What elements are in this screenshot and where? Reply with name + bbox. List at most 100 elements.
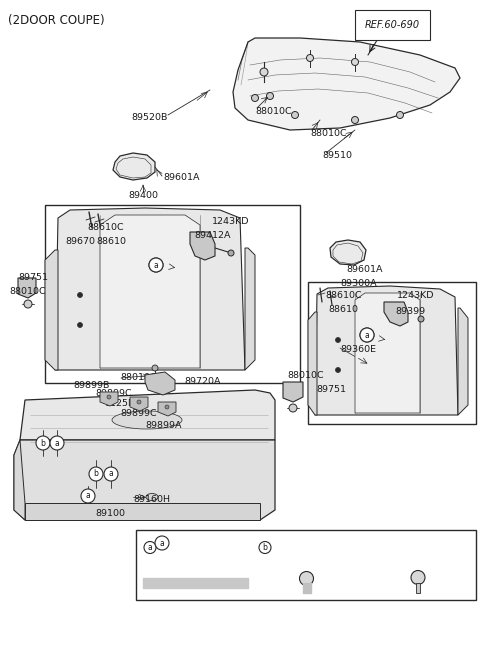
Circle shape xyxy=(104,467,118,481)
Text: 89510: 89510 xyxy=(322,150,352,159)
Bar xyxy=(136,530,476,600)
Circle shape xyxy=(149,258,163,272)
Polygon shape xyxy=(384,302,408,326)
Circle shape xyxy=(107,395,111,399)
Text: 89751: 89751 xyxy=(18,272,48,281)
Polygon shape xyxy=(233,38,460,130)
Circle shape xyxy=(36,436,50,450)
Text: b: b xyxy=(263,543,267,552)
Circle shape xyxy=(77,323,83,327)
Text: 89899A: 89899A xyxy=(145,422,181,430)
Text: 88010C: 88010C xyxy=(310,129,347,138)
Text: a: a xyxy=(148,543,152,552)
Text: a: a xyxy=(154,260,158,270)
Text: 89670: 89670 xyxy=(65,237,95,245)
Circle shape xyxy=(360,328,374,342)
Circle shape xyxy=(260,68,268,76)
Polygon shape xyxy=(20,390,275,440)
Polygon shape xyxy=(14,440,25,520)
Text: 1243KD: 1243KD xyxy=(212,218,250,226)
Text: b: b xyxy=(94,470,98,478)
Text: 89100: 89100 xyxy=(95,510,125,518)
Polygon shape xyxy=(55,208,245,370)
Text: a: a xyxy=(108,470,113,478)
Text: 89720A: 89720A xyxy=(184,377,220,386)
Text: 89400: 89400 xyxy=(128,190,158,199)
Text: REF.60-690: REF.60-690 xyxy=(365,20,420,30)
Circle shape xyxy=(336,367,340,373)
Text: a: a xyxy=(364,331,370,340)
Text: 89399: 89399 xyxy=(395,306,425,316)
Text: 89751: 89751 xyxy=(316,386,346,394)
Text: (2DOOR COUPE): (2DOOR COUPE) xyxy=(8,14,105,27)
Circle shape xyxy=(165,405,169,409)
Polygon shape xyxy=(458,308,468,415)
Text: 85746: 85746 xyxy=(396,543,424,552)
Polygon shape xyxy=(18,278,36,298)
Circle shape xyxy=(152,365,158,371)
Text: 85746: 85746 xyxy=(405,539,435,548)
Text: 88010C: 88010C xyxy=(9,287,46,297)
Circle shape xyxy=(137,400,141,404)
Polygon shape xyxy=(100,392,118,406)
Text: 00824: 00824 xyxy=(170,543,199,552)
Circle shape xyxy=(351,58,359,66)
Polygon shape xyxy=(145,372,175,395)
Circle shape xyxy=(24,300,32,308)
Text: a: a xyxy=(154,260,158,270)
Text: 89601A: 89601A xyxy=(163,173,200,182)
Polygon shape xyxy=(283,382,303,402)
Polygon shape xyxy=(130,397,148,411)
Polygon shape xyxy=(315,286,458,415)
Text: 89160H: 89160H xyxy=(133,495,170,504)
Bar xyxy=(45,205,300,383)
Circle shape xyxy=(418,316,424,322)
Circle shape xyxy=(259,541,271,554)
Circle shape xyxy=(351,117,359,123)
Polygon shape xyxy=(158,402,176,416)
Text: 89899C: 89899C xyxy=(120,409,156,419)
Circle shape xyxy=(360,328,374,342)
Text: 1125DA: 1125DA xyxy=(105,400,143,409)
Circle shape xyxy=(307,54,313,62)
Polygon shape xyxy=(190,232,215,260)
Polygon shape xyxy=(355,293,420,413)
Text: 88010C: 88010C xyxy=(287,371,324,380)
Bar xyxy=(416,583,420,592)
Text: 1243KD: 1243KD xyxy=(397,291,434,300)
Circle shape xyxy=(81,489,95,503)
Polygon shape xyxy=(25,503,260,520)
Circle shape xyxy=(291,112,299,119)
Circle shape xyxy=(89,467,103,481)
Circle shape xyxy=(411,571,425,584)
Circle shape xyxy=(50,436,64,450)
Text: 88610: 88610 xyxy=(96,237,126,245)
Text: 88010C: 88010C xyxy=(120,373,156,382)
Text: 00824: 00824 xyxy=(182,539,212,548)
Circle shape xyxy=(300,571,313,586)
Circle shape xyxy=(149,258,163,272)
Bar xyxy=(308,282,476,424)
Polygon shape xyxy=(14,440,275,520)
Circle shape xyxy=(252,94,259,102)
Polygon shape xyxy=(308,312,317,415)
Circle shape xyxy=(77,293,83,298)
Polygon shape xyxy=(245,248,255,370)
Text: a: a xyxy=(55,438,60,447)
Circle shape xyxy=(266,92,274,100)
Circle shape xyxy=(144,541,156,554)
Text: 89360E: 89360E xyxy=(340,346,376,354)
Text: 88010C: 88010C xyxy=(255,106,292,115)
Text: 89899B: 89899B xyxy=(73,380,109,390)
Text: 88610C: 88610C xyxy=(325,291,361,300)
Text: 89160B: 89160B xyxy=(289,539,325,548)
Text: 89601A: 89601A xyxy=(346,266,383,274)
Text: 89160B: 89160B xyxy=(278,543,313,552)
Text: a: a xyxy=(85,491,90,501)
Ellipse shape xyxy=(146,493,158,501)
Ellipse shape xyxy=(112,411,182,429)
Circle shape xyxy=(336,337,340,342)
Circle shape xyxy=(155,536,169,550)
Text: 89300A: 89300A xyxy=(340,279,377,287)
Polygon shape xyxy=(113,153,155,180)
